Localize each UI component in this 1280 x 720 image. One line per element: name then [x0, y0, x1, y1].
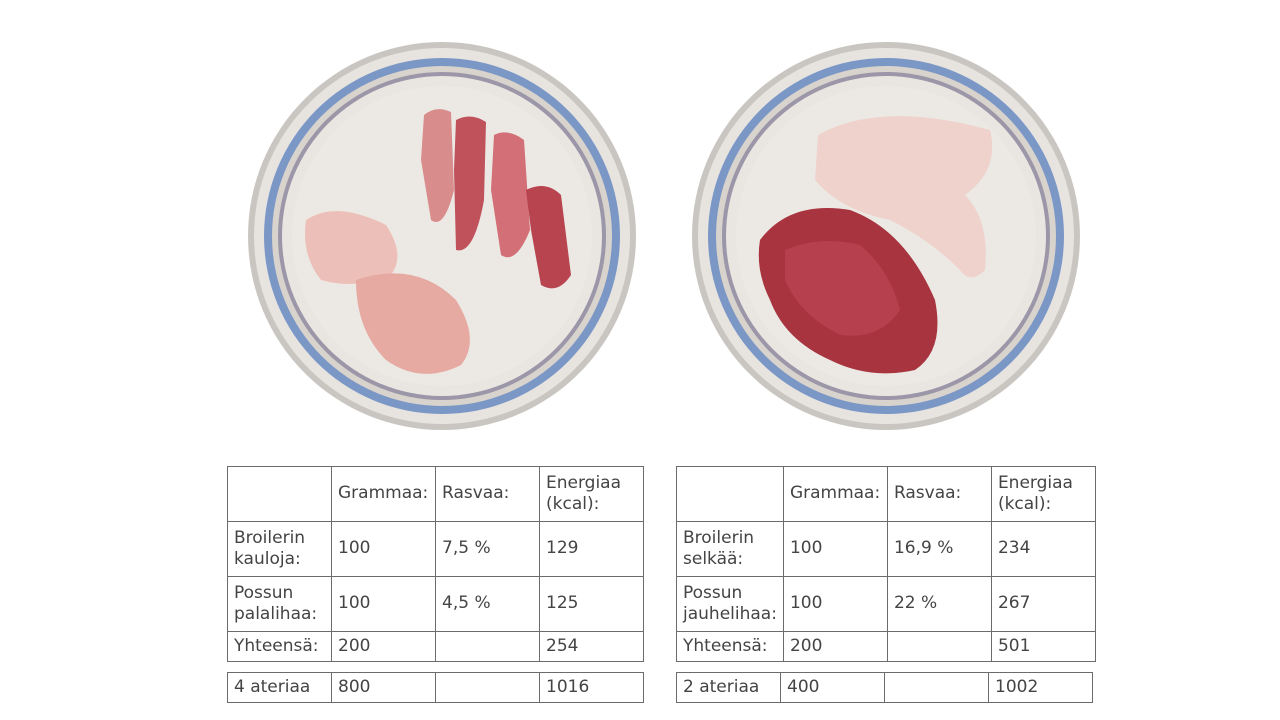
meals-name: 4 ateriaa [227, 671, 332, 704]
header-cell-empty [676, 466, 784, 522]
row-fat [435, 630, 540, 663]
row-grams: 200 [331, 630, 436, 663]
meals-fat [435, 671, 540, 704]
row-grams: 100 [782, 576, 888, 632]
chicken-back-piece [815, 116, 993, 278]
row-name: Possun jauhelihaa: [676, 576, 784, 632]
meals-grams: 800 [331, 671, 436, 704]
header-fat: Rasvaa: [435, 466, 540, 522]
meals-grams: 400 [780, 671, 885, 704]
header-cell-empty [227, 466, 332, 522]
row-name: Possun palalihaa: [227, 576, 332, 632]
table-row: Possun palalihaa: 100 4,5 % 125 [227, 576, 644, 632]
plate-right-image [690, 40, 1082, 432]
row-name: Yhteensä: [227, 630, 332, 663]
row-grams: 100 [331, 521, 436, 577]
row-grams: 100 [782, 521, 888, 577]
pork-pieces [305, 211, 470, 374]
header-grams: Grammaa: [782, 466, 888, 522]
row-name: Broilerin selkää: [676, 521, 784, 577]
row-grams: 100 [331, 576, 436, 632]
header-energy: Energiaa (kcal): [539, 466, 644, 522]
minced-pork [758, 208, 938, 374]
row-name: Broilerin kauloja: [227, 521, 332, 577]
row-name: Yhteensä: [676, 630, 784, 663]
row-fat [886, 630, 992, 663]
meals-fat [884, 671, 989, 704]
meals-name: 2 ateriaa [676, 671, 781, 704]
row-kcal: 501 [990, 630, 1096, 663]
meals-table-left: 4 ateriaa 800 1016 [227, 671, 644, 704]
row-kcal: 254 [539, 630, 644, 663]
table-row-total: Yhteensä: 200 501 [676, 630, 1096, 663]
row-kcal: 234 [990, 521, 1096, 577]
row-grams: 200 [782, 630, 888, 663]
meals-row: 4 ateriaa 800 1016 [227, 671, 644, 704]
row-fat: 4,5 % [435, 576, 540, 632]
header-energy: Energiaa (kcal): [990, 466, 1096, 522]
chicken-neck-pieces [421, 109, 571, 289]
table-row: Broilerin selkää: 100 16,9 % 234 [676, 521, 1096, 577]
table-row-total: Yhteensä: 200 254 [227, 630, 644, 663]
plate-left-image [246, 40, 638, 432]
table-header-row: Grammaa: Rasvaa: Energiaa (kcal): [676, 466, 1096, 522]
table-row: Broilerin kauloja: 100 7,5 % 129 [227, 521, 644, 577]
meals-kcal: 1002 [988, 671, 1093, 704]
header-grams: Grammaa: [331, 466, 436, 522]
nutrition-table-left: Grammaa: Rasvaa: Energiaa (kcal): Broile… [227, 466, 644, 663]
table-header-row: Grammaa: Rasvaa: Energiaa (kcal): [227, 466, 644, 522]
row-fat: 7,5 % [435, 521, 540, 577]
meals-row: 2 ateriaa 400 1002 [676, 671, 1093, 704]
row-kcal: 267 [990, 576, 1096, 632]
row-kcal: 129 [539, 521, 644, 577]
nutrition-table-right: Grammaa: Rasvaa: Energiaa (kcal): Broile… [676, 466, 1096, 663]
meals-table-right: 2 ateriaa 400 1002 [676, 671, 1093, 704]
table-row: Possun jauhelihaa: 100 22 % 267 [676, 576, 1096, 632]
meals-kcal: 1016 [539, 671, 644, 704]
row-fat: 22 % [886, 576, 992, 632]
header-fat: Rasvaa: [886, 466, 992, 522]
row-kcal: 125 [539, 576, 644, 632]
row-fat: 16,9 % [886, 521, 992, 577]
